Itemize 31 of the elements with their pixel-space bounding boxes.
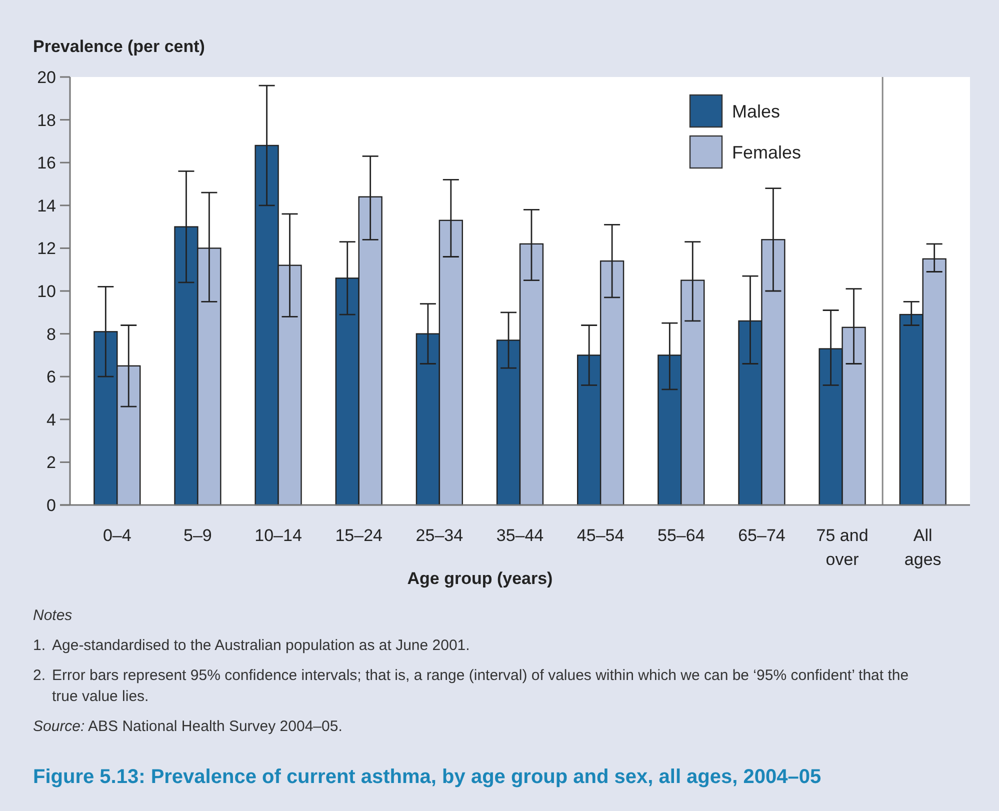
x-tick-label: 45–54 <box>576 526 624 545</box>
y-tick-label: 16 <box>37 154 56 173</box>
y-tick-label: 2 <box>46 453 56 472</box>
x-tick-label: 10–14 <box>254 526 302 545</box>
y-tick-label: 4 <box>46 410 56 430</box>
x-tick-label: 0–4 <box>102 526 132 545</box>
y-tick-label: 6 <box>46 368 56 387</box>
x-tick-label: 75 and over <box>816 526 868 569</box>
y-tick-label: 10 <box>37 282 56 301</box>
x-tick-label: 15–24 <box>335 526 382 545</box>
text: 1. Age-standardised to the Australian population as at June 2001. <box>33 637 470 654</box>
text: Notes <box>33 607 73 624</box>
x-tick-label: 65–74 <box>738 526 786 545</box>
y-tick-label: 8 <box>46 324 56 344</box>
y-axis-title: Prevalence (per cent) <box>33 37 205 56</box>
y-tick-label: 14 <box>37 196 56 216</box>
x-tick-label: All ages <box>904 526 942 569</box>
x-tick-label: 25–34 <box>416 526 464 545</box>
x-axis-title: Age group (years) <box>407 569 553 588</box>
y-tick-label: 18 <box>37 110 56 130</box>
text: 2. Error bars represent 95% confidence intervals; that is, a range (interval) of values within which we can be ‘95% confident’ that the true value lies. <box>33 667 909 705</box>
x-tick-label: 5–9 <box>184 526 212 545</box>
y-tick-label: 12 <box>37 239 56 258</box>
legend-label: Females <box>732 142 802 162</box>
source-note: Source: ABS National Health Survey 2004–05. <box>33 718 342 735</box>
y-tick-label: 20 <box>37 68 56 87</box>
y-tick-label: 0 <box>46 496 56 515</box>
legend-label: Males <box>732 101 780 122</box>
x-tick-label: 35–44 <box>496 526 544 545</box>
x-tick-label: 55–64 <box>658 526 705 545</box>
text: Figure 5.13: Prevalence of current asthma, by age group and sex, all ages, 2004–05 <box>33 766 822 788</box>
